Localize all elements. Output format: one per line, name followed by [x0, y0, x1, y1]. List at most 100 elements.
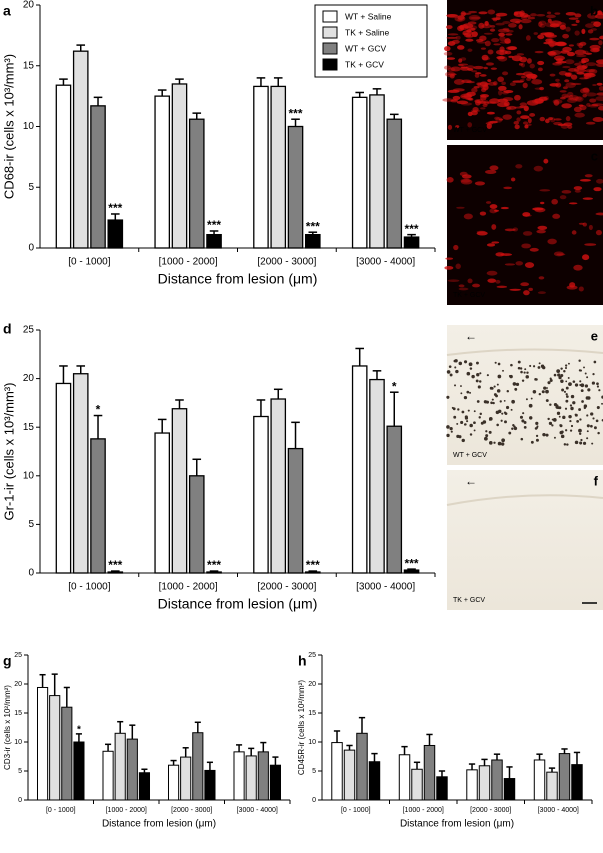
cell-signal [514, 124, 520, 130]
cell-signal [511, 55, 523, 62]
cell-signal [447, 33, 459, 36]
cell-nucleus [456, 422, 459, 425]
cell-nucleus [545, 389, 549, 394]
cell-signal [528, 287, 533, 291]
cell-nucleus [556, 411, 561, 415]
cell-signal [471, 31, 478, 38]
cell-signal [527, 117, 532, 124]
cell-signal [461, 174, 472, 179]
cell-nucleus [593, 426, 597, 430]
cell-signal [466, 25, 478, 30]
cell-nucleus [569, 419, 572, 423]
cell-nucleus [596, 382, 599, 386]
cell-signal [456, 100, 469, 105]
cell-signal [566, 98, 578, 103]
significance: *** [289, 106, 303, 120]
cell-nucleus [565, 429, 568, 432]
cell-signal [562, 65, 571, 69]
cell-nucleus [468, 362, 473, 367]
y-tick-label: 20 [14, 681, 22, 688]
bar [331, 742, 343, 801]
cell-signal [522, 82, 528, 89]
cell-signal [563, 95, 571, 98]
cell-signal [584, 243, 597, 246]
cell-signal [493, 81, 498, 86]
cell-signal [595, 59, 603, 64]
cell-signal [521, 75, 526, 79]
tissue-edge [446, 494, 603, 506]
cell-nucleus [523, 425, 527, 429]
cell-nucleus [473, 429, 476, 432]
cell-signal [479, 74, 487, 77]
cell-signal [538, 20, 547, 25]
cell-signal [534, 50, 544, 54]
cell-signal [582, 254, 590, 261]
cell-signal [523, 290, 530, 296]
cell-signal [447, 89, 460, 93]
cell-signal [566, 285, 578, 290]
significance: * [77, 725, 81, 736]
y-tick-label: 15 [23, 60, 35, 71]
cell-signal [497, 76, 505, 82]
cell-signal [548, 51, 557, 57]
bar [90, 105, 106, 249]
cell-signal [529, 113, 536, 117]
cell-nucleus [482, 420, 487, 424]
cell-nucleus [497, 362, 501, 366]
cell-nucleus [506, 405, 510, 410]
x-tick-label: [3000 - 4000] [356, 582, 415, 593]
cell-nucleus [564, 366, 568, 370]
x-tick-label: [1000 - 2000] [403, 807, 444, 814]
cell-nucleus [514, 387, 518, 391]
cell-nucleus [528, 403, 533, 408]
bar [403, 569, 420, 574]
bar [386, 425, 403, 574]
cell-nucleus [586, 424, 590, 428]
cell-nucleus [463, 423, 467, 426]
cell-signal [578, 286, 584, 292]
bar [188, 118, 205, 249]
bar [270, 85, 287, 249]
cell-nucleus [574, 383, 579, 387]
bar [36, 686, 49, 801]
cell-nucleus [569, 429, 573, 432]
cell-signal [467, 278, 473, 284]
cell-nucleus [541, 390, 545, 394]
cell-nucleus [586, 414, 589, 417]
x-tick-label: [1000 - 2000] [106, 807, 147, 814]
cell-nucleus [475, 379, 479, 383]
cell-nucleus [592, 417, 595, 420]
bar [253, 415, 269, 574]
cell-nucleus [560, 374, 564, 378]
cell-signal [472, 106, 479, 112]
cell-nucleus [446, 370, 451, 374]
cell-nucleus [529, 364, 532, 367]
cell-nucleus [582, 441, 587, 445]
cell-nucleus [485, 434, 489, 438]
cell-signal [458, 287, 469, 291]
cell-nucleus [526, 371, 529, 374]
y-tick-label: 5 [28, 182, 34, 193]
cell-signal [547, 18, 552, 23]
cell-signal [529, 247, 539, 252]
cell-signal [473, 86, 480, 89]
cell-nucleus [564, 407, 568, 410]
bar [90, 438, 106, 574]
cell-signal [537, 225, 548, 230]
y-tick-label: 15 [14, 710, 22, 717]
cell-nucleus [506, 389, 509, 393]
cell-nucleus [587, 388, 591, 392]
bar [269, 764, 282, 801]
cell-nucleus [456, 434, 460, 439]
cell-signal [455, 125, 460, 129]
bar [270, 398, 287, 574]
significance: * [392, 379, 397, 393]
cell-signal [561, 189, 572, 194]
cell-signal [598, 40, 603, 46]
cell-nucleus [461, 410, 465, 414]
cell-nucleus [525, 398, 528, 401]
y-tick-label: 10 [308, 739, 316, 746]
cell-signal [553, 251, 564, 257]
cell-signal [504, 263, 516, 266]
cell-signal [472, 283, 481, 288]
